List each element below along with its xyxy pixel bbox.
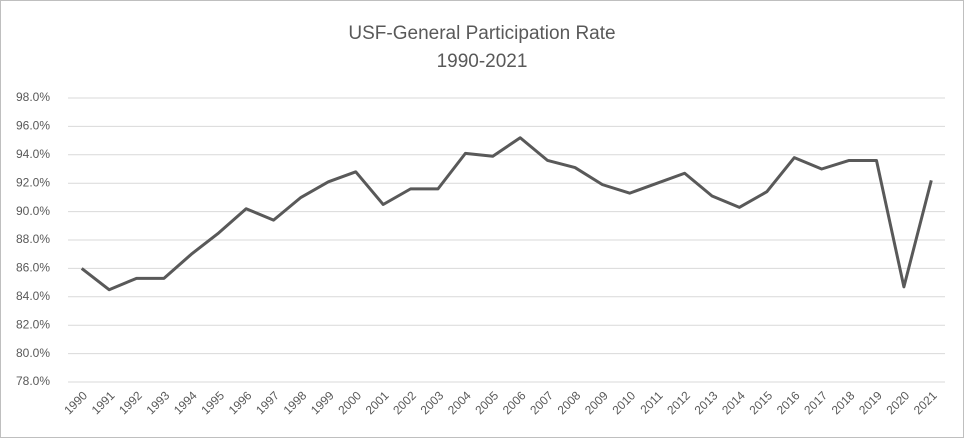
y-tick-label: 86.0% [16,261,50,275]
y-tick-label: 80.0% [16,346,50,360]
y-tick-label: 98.0% [16,90,50,104]
data-line [80,136,933,292]
y-tick-label: 78.0% [16,374,50,388]
y-tick-label: 84.0% [16,289,50,303]
y-tick-label: 82.0% [16,317,50,331]
y-tick-label: 94.0% [16,147,50,161]
y-tick-label: 92.0% [16,175,50,189]
y-tick-label: 96.0% [16,119,50,133]
chart-subtitle: 1990-2021 [437,51,528,72]
y-tick-label: 90.0% [16,204,50,218]
y-tick-label: 88.0% [16,232,50,246]
chart-title: USF-General Participation Rate [348,23,615,44]
